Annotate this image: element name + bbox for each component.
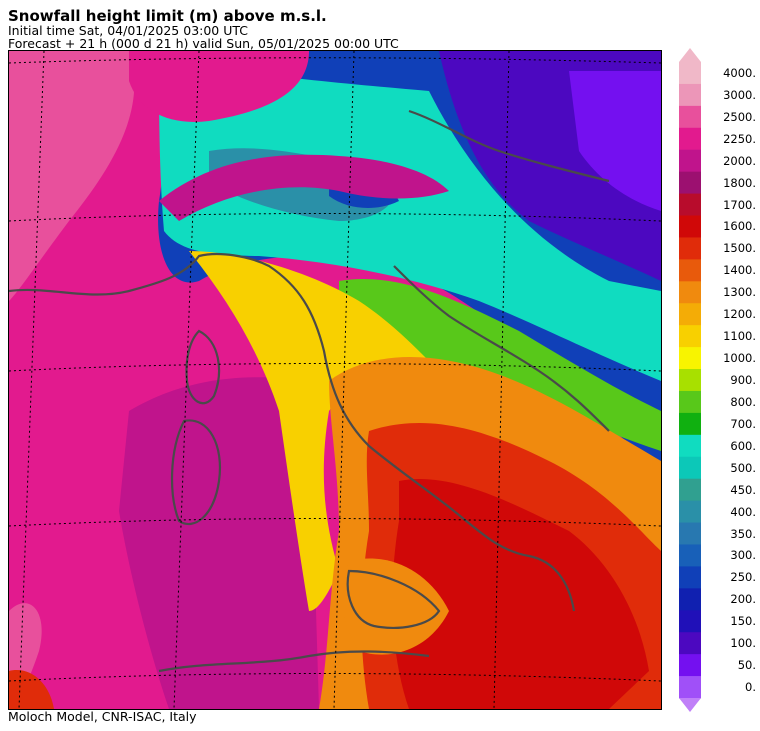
colorbar-graphic [679,48,701,712]
colorbar-label: 2500. [723,109,756,124]
colorbar-bottom-arrow [679,698,701,712]
latitude-line [9,363,661,372]
coastline-italy-east [393,265,610,432]
colorbar-label: 450. [730,482,756,497]
latitude-line [9,518,661,527]
colorbar-label: 900. [730,373,756,387]
deep-magenta-band [119,377,319,709]
colorbar-swatch [679,83,701,107]
colorbar-swatch [679,237,701,260]
colorbar-label: 1800. [723,175,756,190]
colorbar-label: 250. [730,570,756,585]
colorbar-swatch [679,259,701,282]
coastline-africa [158,650,430,673]
colorbar-label: 50. [737,658,756,673]
colorbar [679,48,701,712]
latitude-line [9,57,661,64]
colorbar-labels: 4000. 3000. 2500. 2250. 2000. 1800. 1700. 1600.… [704,62,760,700]
colorbar-swatch [679,171,701,195]
colorbar-label: 700. [730,416,756,431]
colorbar-swatch [679,544,701,567]
colorbar-label: 1400. [723,263,756,278]
colorbar-swatch [679,369,701,392]
orange-area-sicily [342,558,449,655]
colorbar-swatch [679,478,701,502]
colorbar-swatch [679,654,701,677]
colorbar-swatch [679,347,701,370]
coastlines [9,109,610,673]
colorbar-swatch [679,325,701,348]
colorbar-label: 200. [730,592,756,607]
colorbar-swatch [679,62,701,85]
colorbar-swatch [679,127,701,151]
coastline-corsica [185,329,221,405]
colorbar-label: 1200. [723,307,756,322]
pink-area-nw [9,51,135,301]
colorbar-label: 100. [730,636,756,651]
colorbar-swatch [679,522,701,545]
coastline-sicily [346,569,441,629]
colorbar-label: 0. [745,680,756,695]
colorbar-swatch [679,588,701,611]
colorbar-label: 1100. [723,329,756,344]
map-title: Snowfall height limit (m) above m.s.l. [8,7,327,25]
colorbar-swatch [679,193,701,217]
yellow-band [189,251,429,611]
colorbar-label: 300. [730,548,756,563]
colorbar-swatch [679,281,701,304]
colorbar-swatch [679,610,701,633]
colorbar-swatch [679,303,701,326]
colorbar-swatch [679,676,701,699]
colorbar-swatch [679,566,701,589]
graticule [9,51,661,709]
border-north [408,109,610,183]
colorbar-label: 800. [730,394,756,409]
cyan-band [159,61,661,381]
colorbar-label: 3000. [723,87,756,102]
colorbar-label: 500. [730,460,756,475]
colorbar-swatch [679,456,701,480]
colorbar-label: 1700. [723,197,756,212]
red-core-area [392,479,649,709]
colorbar-swatch [679,632,701,655]
colorbar-swatch [679,215,701,238]
colorbar-swatch [679,412,701,436]
colorbar-swatch [679,500,701,524]
purple-area-ne [569,71,661,211]
latitude-line [9,673,661,682]
colorbar-label: 150. [730,614,756,629]
green-band [339,279,661,451]
magenta-area-north [129,51,309,122]
orange-area-sw [9,670,54,709]
colorbar-swatch [679,105,701,129]
colorbar-top-arrow [679,48,701,62]
initial-time-label: Initial time Sat, 04/01/2025 03:00 UTC [8,23,249,38]
colorbar-label: 2000. [723,153,756,168]
forecast-validity-label: Forecast + 21 h (000 d 21 h) valid Sun, … [8,36,399,51]
snowfall-map [8,50,662,710]
coastline-italy-west [9,252,576,612]
colorbar-label: 1000. [723,351,756,366]
colorbar-label: 1600. [723,219,756,234]
colorbar-label: 1500. [723,241,756,256]
map-canvas [9,51,661,709]
colorbar-label: 600. [730,438,756,453]
colorbar-label: 1300. [723,285,756,300]
alps-high-band [159,154,449,221]
colorbar-label: 4000. [723,65,756,80]
latitude-line [9,213,661,222]
colorbar-swatch [679,434,701,458]
colorbar-swatch [679,149,701,173]
colorbar-swatch [679,390,701,414]
colorbar-label: 400. [730,504,756,519]
colorbar-label: 350. [730,526,756,541]
colorbar-label: 2250. [723,131,756,146]
model-credit: Moloch Model, CNR-ISAC, Italy [8,709,197,724]
